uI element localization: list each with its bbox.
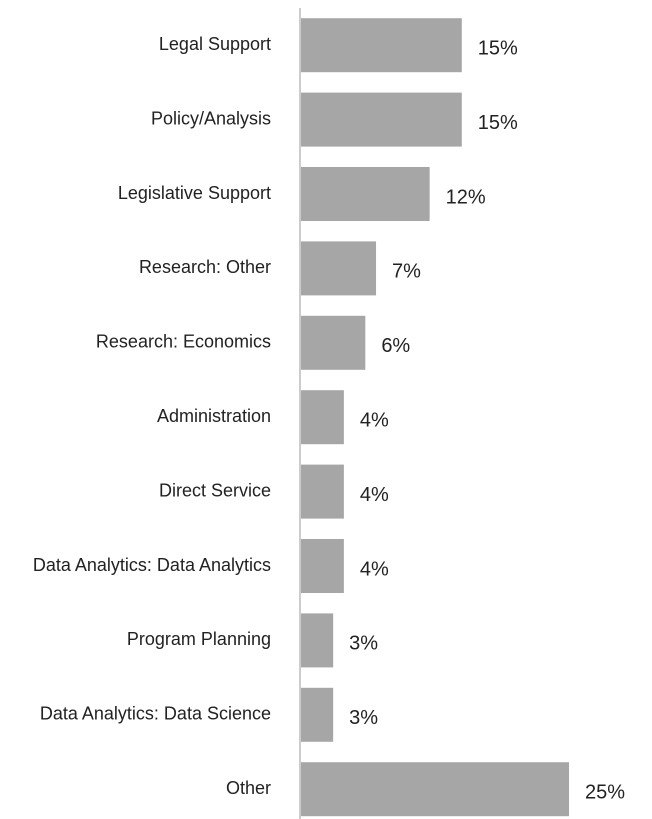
category-label: Program Planning — [127, 629, 271, 649]
category-label: Research: Other — [139, 257, 271, 277]
category-label: Data Analytics: Data Analytics — [33, 555, 271, 575]
bar — [301, 539, 344, 593]
category-label: Policy/Analysis — [151, 108, 271, 128]
bar — [301, 390, 344, 445]
bar — [301, 464, 344, 519]
bar — [301, 92, 462, 147]
value-label: 12% — [446, 186, 486, 208]
value-label: 15% — [478, 37, 518, 59]
category-label: Administration — [157, 406, 271, 426]
category-label: Direct Service — [159, 480, 271, 500]
value-label: 25% — [585, 781, 625, 803]
value-label: 3% — [349, 633, 378, 655]
category-label: Other — [226, 778, 271, 798]
bar — [301, 241, 377, 296]
value-label: 3% — [349, 707, 378, 729]
bar — [301, 167, 430, 221]
bar — [301, 315, 366, 370]
value-label: 7% — [392, 261, 421, 283]
bar — [301, 762, 569, 817]
value-label: 4% — [360, 409, 389, 431]
value-label: 4% — [360, 558, 389, 580]
bar — [301, 687, 334, 742]
category-label: Data Analytics: Data Science — [40, 704, 271, 724]
value-label: 6% — [381, 335, 410, 357]
category-label: Legal Support — [159, 34, 271, 54]
category-label: Research: Economics — [96, 332, 271, 352]
category-label: Legislative Support — [118, 183, 271, 203]
bar — [301, 613, 334, 668]
value-label: 4% — [360, 484, 389, 506]
value-label: 15% — [478, 112, 518, 134]
bar — [301, 18, 462, 73]
